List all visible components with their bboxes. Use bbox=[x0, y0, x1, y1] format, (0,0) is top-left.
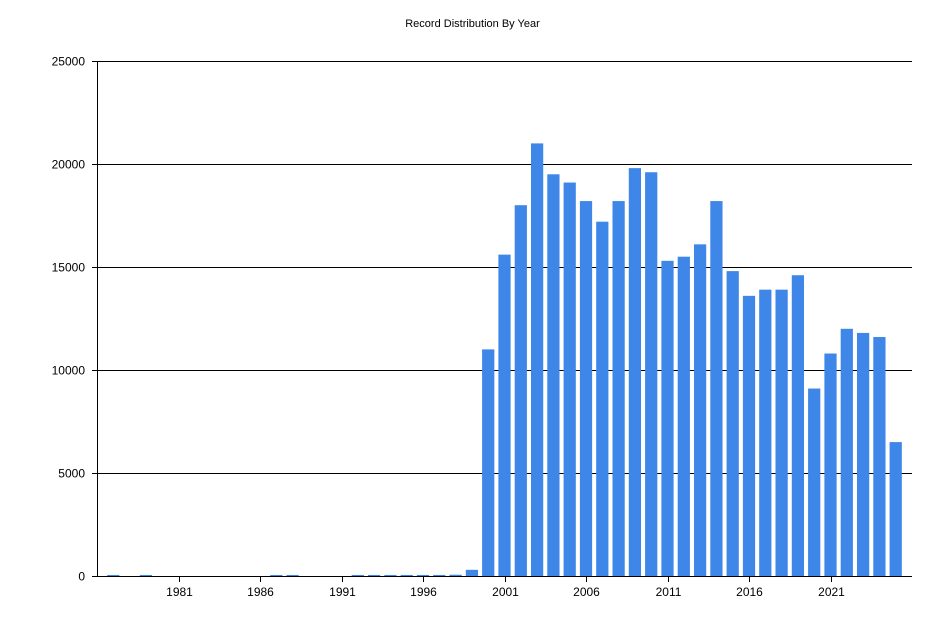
bar bbox=[270, 574, 283, 576]
bar bbox=[465, 569, 479, 576]
bar bbox=[677, 256, 690, 576]
chart-title: Record Distribution By Year bbox=[405, 18, 540, 30]
bar bbox=[693, 244, 707, 576]
x-tick-label: 1996 bbox=[410, 585, 437, 599]
bar bbox=[710, 201, 723, 576]
x-tick-label: 2006 bbox=[573, 585, 600, 599]
bar bbox=[433, 574, 446, 576]
bar bbox=[400, 574, 413, 576]
bar bbox=[856, 332, 870, 576]
bar bbox=[563, 182, 576, 577]
y-tick-label: 25000 bbox=[52, 55, 86, 69]
bar bbox=[514, 205, 527, 576]
bar bbox=[482, 349, 495, 576]
bars bbox=[107, 143, 902, 577]
bar bbox=[351, 574, 364, 576]
y-tick-label: 10000 bbox=[52, 364, 86, 378]
y-tick-label: 15000 bbox=[52, 261, 86, 275]
bar bbox=[726, 271, 739, 576]
x-tick-label: 2011 bbox=[656, 585, 682, 599]
bar bbox=[873, 337, 886, 576]
bar bbox=[107, 574, 120, 576]
bar bbox=[530, 143, 544, 576]
x-tick-label: 1986 bbox=[247, 585, 274, 599]
bar bbox=[645, 172, 658, 577]
x-tick-labels: 1981 1986 1991 1996 2001 2006 2011 2016 2021 bbox=[166, 585, 845, 599]
bar bbox=[547, 174, 560, 577]
bar bbox=[286, 574, 299, 576]
bar bbox=[367, 574, 381, 576]
bar bbox=[759, 289, 772, 576]
bar bbox=[775, 289, 788, 576]
bar bbox=[449, 574, 462, 576]
y-tick-label: 5000 bbox=[58, 467, 85, 481]
bar bbox=[628, 168, 642, 576]
bar bbox=[498, 254, 511, 576]
bar bbox=[612, 201, 625, 576]
x-tick-label: 2016 bbox=[736, 585, 763, 599]
bar bbox=[384, 574, 397, 576]
bar bbox=[840, 328, 853, 576]
x-tick-label: 1991 bbox=[329, 585, 356, 599]
bar bbox=[808, 388, 821, 576]
bar bbox=[791, 275, 805, 576]
bar bbox=[139, 574, 153, 576]
bar bbox=[824, 353, 837, 576]
axes bbox=[92, 61, 912, 582]
y-tick-label: 20000 bbox=[52, 158, 86, 172]
x-tick-label: 1981 bbox=[166, 585, 193, 599]
bar bbox=[661, 260, 674, 576]
y-tick-label: 0 bbox=[78, 570, 85, 584]
bar bbox=[742, 295, 756, 576]
x-tick-label: 2001 bbox=[492, 585, 519, 599]
bar bbox=[596, 221, 609, 576]
bar bbox=[889, 442, 902, 576]
bar bbox=[416, 574, 430, 576]
y-tick-labels: 0 5000 10000 15000 20000 25000 bbox=[52, 55, 86, 584]
x-tick-label: 2021 bbox=[818, 585, 845, 599]
bar bbox=[579, 201, 593, 576]
